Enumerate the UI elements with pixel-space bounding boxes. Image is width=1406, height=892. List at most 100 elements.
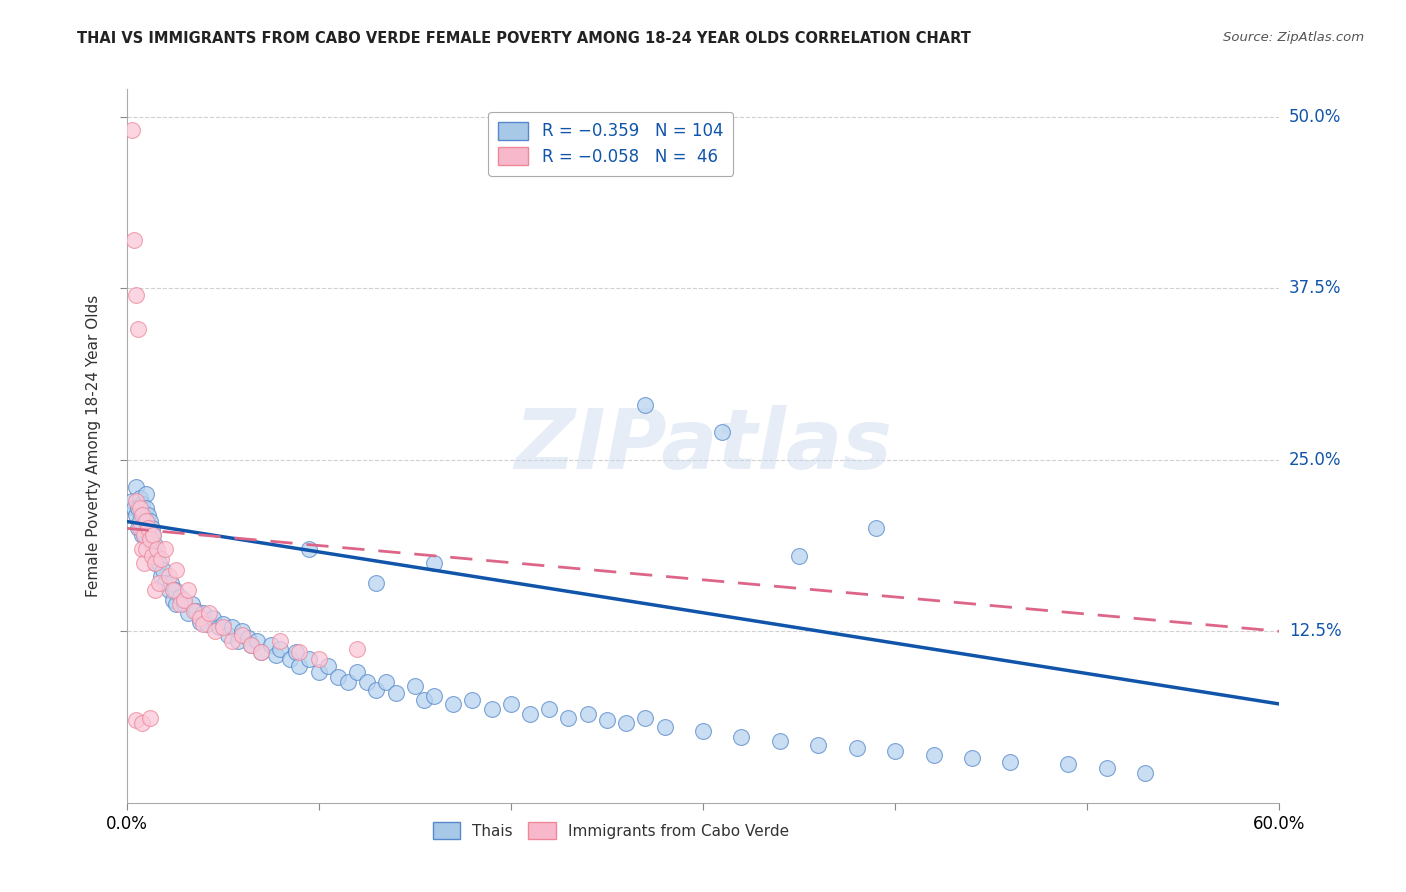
Point	[217, 628, 239, 642]
Point	[169, 590, 191, 604]
Point	[173, 592, 195, 607]
Point	[326, 669, 349, 683]
Point	[188, 615, 211, 629]
Point	[240, 638, 263, 652]
Point	[288, 658, 311, 673]
Point	[226, 633, 249, 648]
Point	[576, 706, 599, 721]
Point	[538, 702, 561, 716]
Point	[136, 508, 159, 522]
Point	[146, 541, 169, 556]
Point	[145, 556, 166, 570]
Point	[153, 576, 176, 591]
Point	[1095, 762, 1118, 776]
Point	[135, 500, 157, 515]
Point	[240, 638, 263, 652]
Point	[159, 576, 181, 591]
Text: ZIPatlas: ZIPatlas	[515, 406, 891, 486]
Point	[136, 521, 159, 535]
Point	[184, 604, 207, 618]
Point	[125, 480, 148, 494]
Point	[519, 706, 541, 721]
Point	[231, 624, 253, 639]
Point	[142, 541, 165, 556]
Point	[865, 521, 887, 535]
Point	[250, 645, 273, 659]
Point	[177, 583, 200, 598]
Point	[138, 533, 160, 547]
Point	[481, 702, 503, 716]
Point	[163, 583, 186, 598]
Point	[132, 528, 155, 542]
Point	[145, 538, 166, 552]
Point	[127, 500, 149, 515]
Point	[246, 633, 269, 648]
Point	[193, 607, 215, 621]
Legend: Thais, Immigrants from Cabo Verde: Thais, Immigrants from Cabo Verde	[426, 816, 796, 845]
Point	[141, 528, 163, 542]
Point	[845, 740, 868, 755]
Point	[769, 734, 792, 748]
Point	[692, 724, 714, 739]
Point	[807, 738, 830, 752]
Point	[132, 508, 155, 522]
Point	[138, 515, 160, 529]
Point	[204, 624, 226, 639]
Point	[162, 583, 184, 598]
Point	[266, 648, 288, 662]
Point	[129, 500, 152, 515]
Point	[131, 508, 153, 522]
Point	[366, 683, 388, 698]
Point	[730, 730, 752, 744]
Point	[922, 747, 945, 762]
Point	[121, 123, 143, 137]
Point	[634, 398, 657, 412]
Point	[288, 645, 311, 659]
Point	[125, 508, 148, 522]
Point	[122, 500, 145, 515]
Point	[208, 620, 231, 634]
Point	[136, 528, 159, 542]
Point	[236, 631, 259, 645]
Point	[1000, 755, 1022, 769]
Text: THAI VS IMMIGRANTS FROM CABO VERDE FEMALE POVERTY AMONG 18-24 YEAR OLDS CORRELAT: THAI VS IMMIGRANTS FROM CABO VERDE FEMAL…	[77, 31, 972, 46]
Point	[135, 515, 157, 529]
Point	[129, 515, 152, 529]
Point	[131, 497, 153, 511]
Point	[336, 675, 359, 690]
Point	[195, 617, 218, 632]
Point	[132, 528, 155, 542]
Point	[129, 521, 152, 535]
Point	[141, 549, 163, 563]
Point	[131, 528, 153, 542]
Point	[298, 651, 321, 665]
Point	[146, 549, 169, 563]
Point	[499, 697, 522, 711]
Point	[346, 642, 368, 657]
Point	[308, 651, 330, 665]
Point	[131, 716, 153, 731]
Point	[259, 638, 281, 652]
Point	[125, 714, 148, 728]
Point	[125, 288, 148, 302]
Point	[356, 675, 378, 690]
Point	[269, 642, 291, 657]
Point	[413, 693, 436, 707]
Point	[461, 693, 484, 707]
Point	[202, 610, 225, 624]
Point	[404, 679, 426, 693]
Point	[884, 744, 907, 758]
Point	[127, 322, 149, 336]
Point	[122, 233, 145, 247]
Point	[634, 711, 657, 725]
Point	[145, 556, 166, 570]
Point	[177, 607, 200, 621]
Point	[557, 711, 579, 725]
Point	[142, 528, 165, 542]
Point	[125, 494, 148, 508]
Point	[148, 556, 170, 570]
Point	[711, 425, 734, 440]
Point	[135, 521, 157, 535]
Point	[221, 633, 243, 648]
Point	[142, 528, 165, 542]
